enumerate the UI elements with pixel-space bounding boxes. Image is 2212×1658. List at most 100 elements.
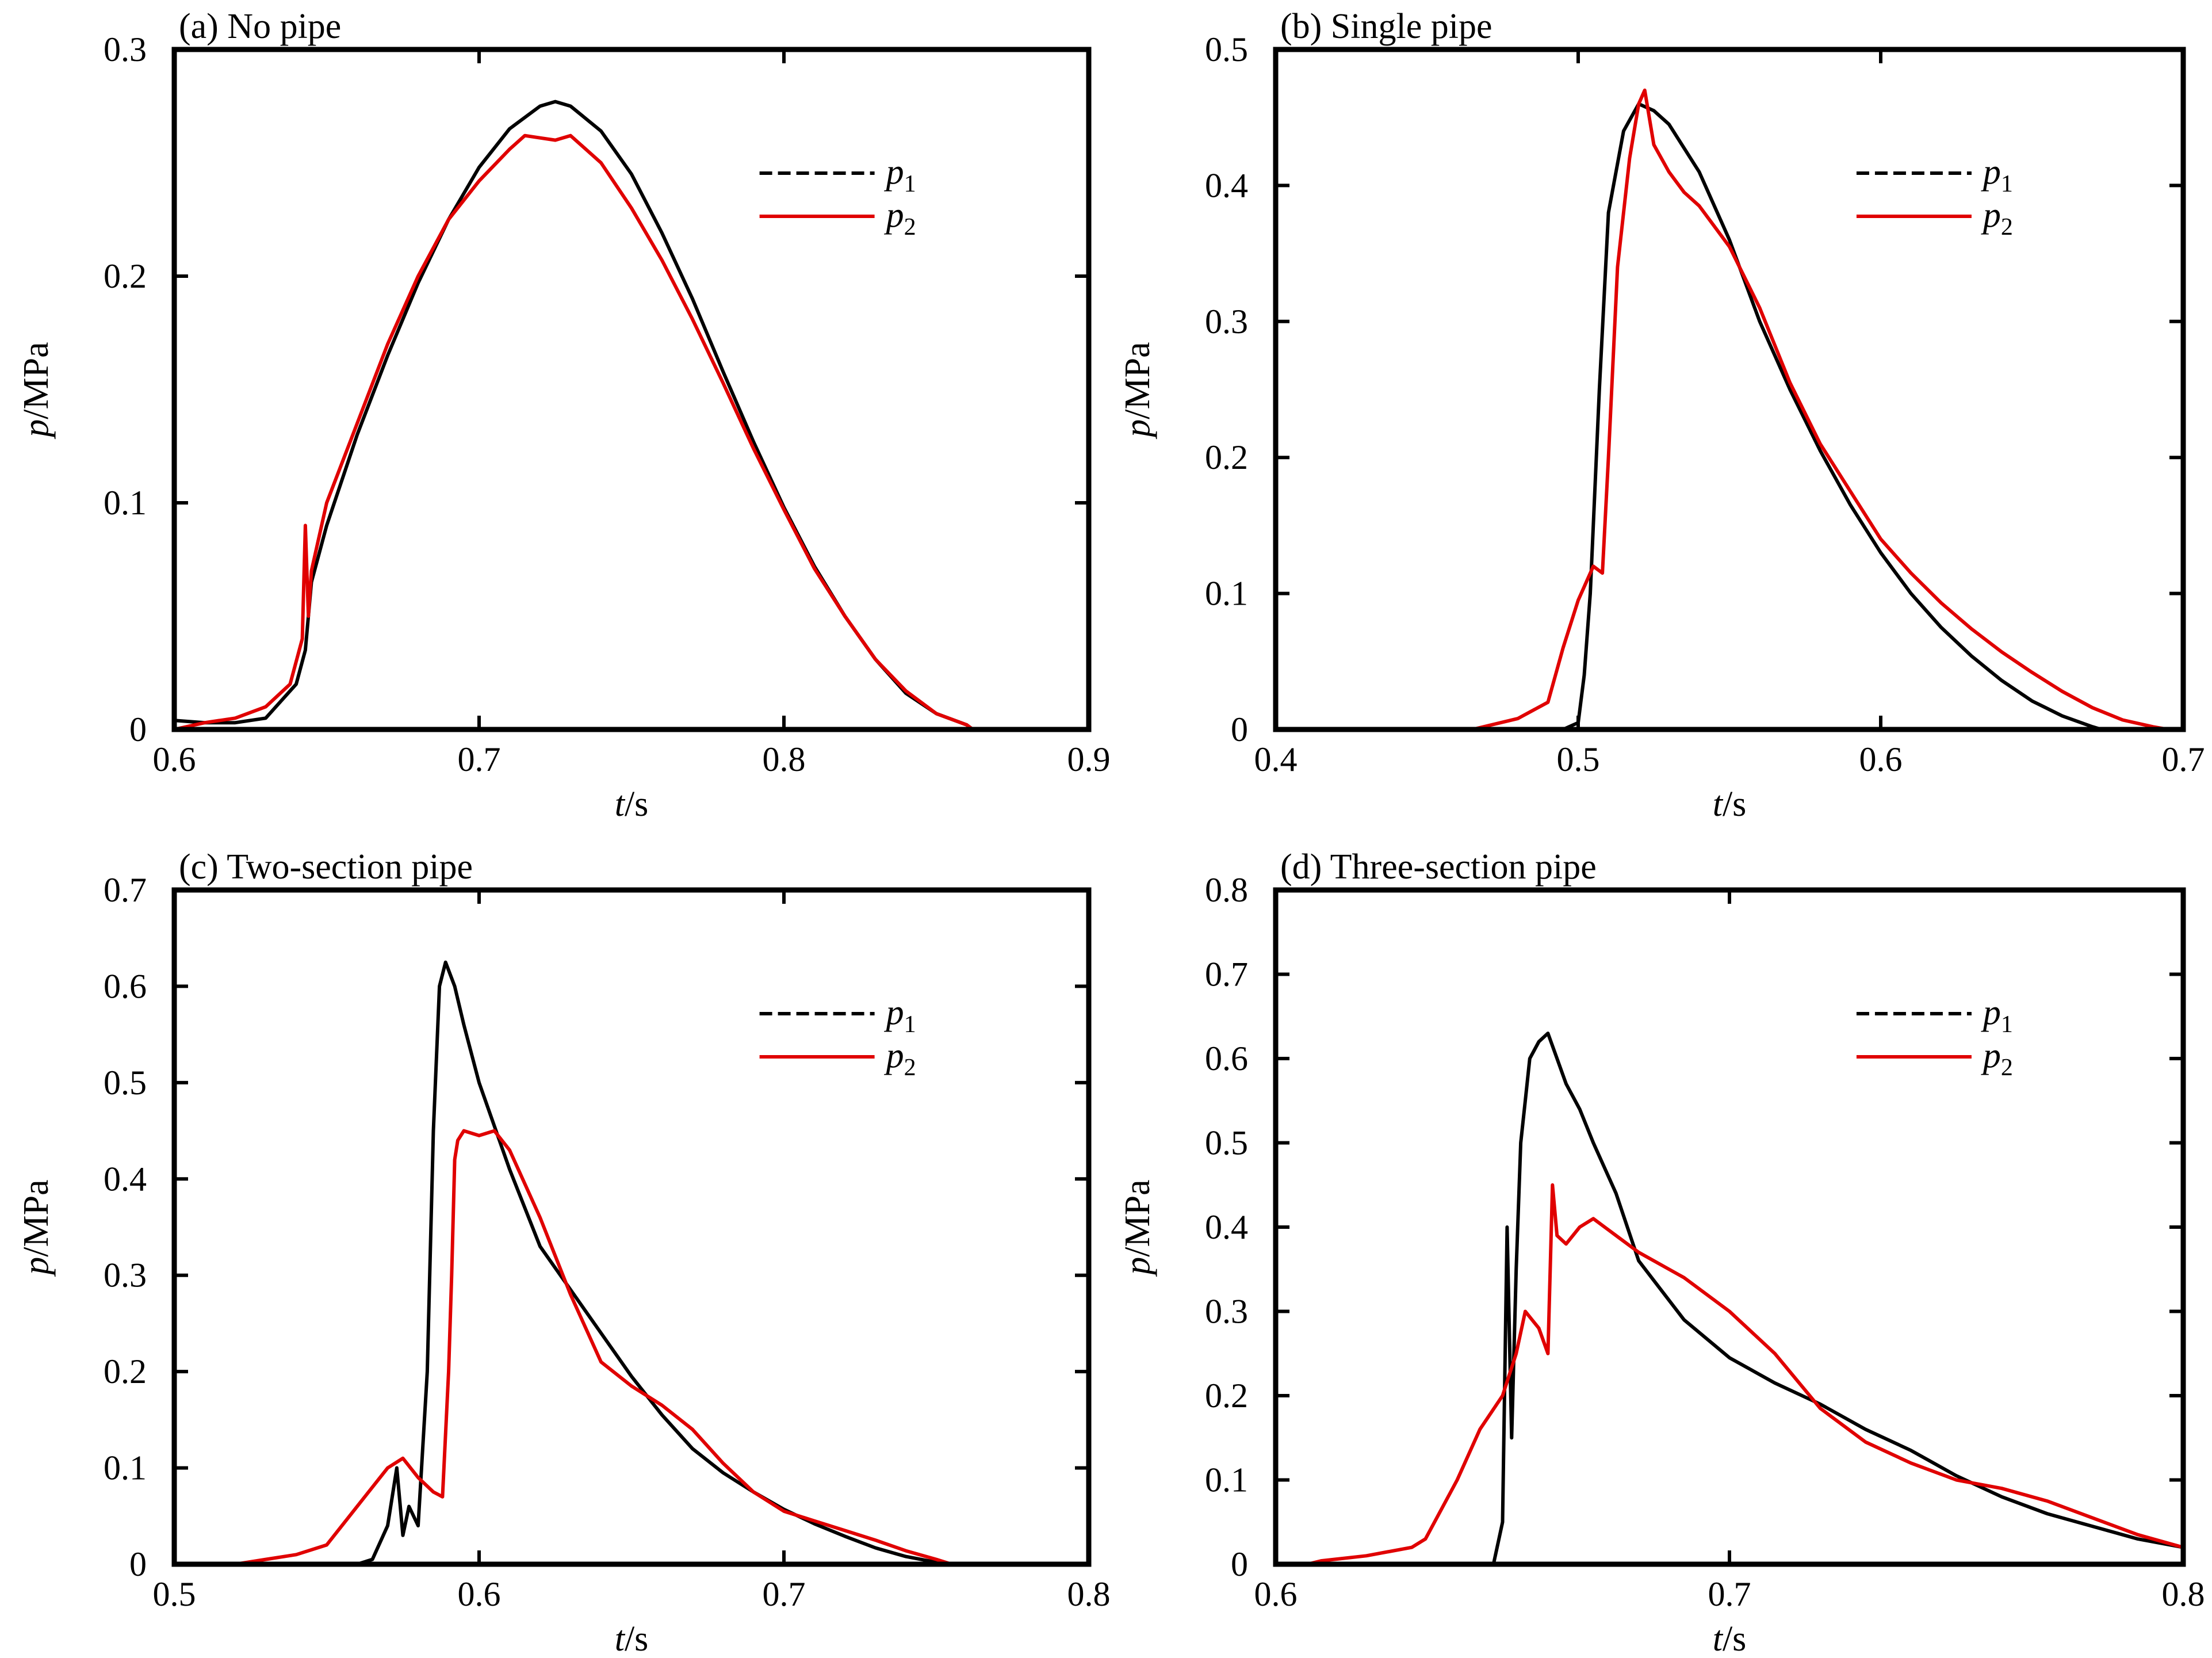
x-tick-label-c-3: 0.8 — [1067, 1575, 1111, 1613]
panel-d: (d) Three-section pipe 0.6 0.7 0.8 0 0.1 0.2 0.… — [1118, 847, 2205, 1658]
y-tick-label-c-7: 0.7 — [104, 871, 147, 909]
x-tick-label-a-3: 0.9 — [1067, 740, 1111, 778]
x-axis-label-d: t/s — [1713, 1619, 1747, 1658]
y-axis-var-a: p — [17, 419, 56, 440]
legend-sub-d-p2: 2 — [2001, 1055, 2013, 1081]
legend-name-a-p2: p — [884, 196, 904, 235]
legend-label-b-p2: p2 — [1981, 196, 2013, 240]
y-tick-label-a-3: 0.3 — [104, 30, 147, 68]
legend-label-a-p2: p2 — [884, 196, 916, 240]
y-tick-label-d-6: 0.6 — [1205, 1040, 1248, 1078]
y-tick-label-c-2: 0.2 — [104, 1353, 147, 1390]
y-tick-label-b-5: 0.5 — [1205, 30, 1248, 68]
y-tick-label-a-2: 0.2 — [104, 257, 147, 295]
legend-sub-d-p1: 1 — [2001, 1011, 2013, 1038]
x-axis-unit-a: /s — [625, 785, 648, 824]
y-tick-label-c-6: 0.6 — [104, 967, 147, 1005]
plot-frame-c — [171, 887, 1092, 1567]
series-line-d-p2 — [1307, 1183, 2183, 1564]
plot-frame-a — [171, 47, 1092, 732]
y-tick-label-c-3: 0.3 — [104, 1256, 147, 1294]
y-axis-var-b: p — [1118, 419, 1157, 440]
y-tick-label-d-8: 0.8 — [1205, 871, 1248, 909]
y-axis-label-a: p/MPa — [17, 342, 56, 439]
legend-name-d-p2: p — [1981, 1036, 2001, 1075]
y-tick-label-d-2: 0.2 — [1205, 1377, 1248, 1415]
legend-sub-c-p1: 1 — [904, 1011, 916, 1038]
legend-name-a-p1: p — [884, 152, 904, 192]
x-tick-label-a-1: 0.7 — [458, 740, 501, 778]
chart-title-c: (c) Two-section pipe — [179, 847, 473, 887]
y-tick-label-a-0: 0 — [129, 710, 147, 748]
x-axis-var-c: t — [615, 1619, 626, 1658]
y-tick-label-d-0: 0 — [1231, 1545, 1248, 1583]
y-axis-unit-d: /MPa — [1118, 1179, 1157, 1256]
series-line-b-p2 — [1472, 88, 2169, 729]
y-axis-label-b: p/MPa — [1118, 342, 1157, 439]
chart-title-a: (a) No pipe — [179, 7, 341, 46]
y-axis-var-d: p — [1118, 1257, 1157, 1277]
legend-label-d-p1: p1 — [1981, 993, 2013, 1038]
series-line-a-p2 — [174, 133, 974, 729]
x-tick-label-b-0: 0.4 — [1254, 740, 1298, 778]
legend-name-b-p1: p — [1981, 152, 2001, 192]
x-tick-label-a-0: 0.6 — [153, 740, 196, 778]
legend-label-a-p1: p1 — [884, 152, 916, 197]
series-line-d-p1 — [1491, 1032, 2183, 1564]
x-tick-label-d-1: 0.7 — [1708, 1575, 1751, 1613]
x-tick-label-b-2: 0.6 — [1859, 740, 1903, 778]
y-tick-label-a-1: 0.1 — [104, 484, 147, 522]
y-axis-unit-c: /MPa — [17, 1179, 56, 1256]
y-tick-label-c-5: 0.5 — [104, 1064, 147, 1102]
x-tick-label-c-0: 0.5 — [153, 1575, 196, 1613]
x-tick-label-c-1: 0.6 — [458, 1575, 501, 1613]
legend-label-d-p2: p2 — [1981, 1036, 2013, 1081]
y-tick-label-b-4: 0.4 — [1205, 166, 1248, 204]
y-tick-label-b-3: 0.3 — [1205, 303, 1248, 341]
y-tick-label-d-7: 0.7 — [1205, 956, 1248, 994]
y-tick-label-d-3: 0.3 — [1205, 1293, 1248, 1331]
y-tick-label-c-1: 0.1 — [104, 1449, 147, 1487]
x-axis-var-d: t — [1713, 1619, 1724, 1658]
y-tick-label-b-2: 0.2 — [1205, 438, 1248, 476]
legend-label-c-p2: p2 — [884, 1036, 916, 1081]
legend-sub-b-p1: 1 — [2001, 171, 2013, 197]
y-axis-var-c: p — [17, 1257, 56, 1277]
x-tick-label-b-1: 0.5 — [1557, 740, 1600, 778]
x-axis-var-a: t — [615, 785, 626, 824]
x-axis-unit-b: /s — [1723, 785, 1746, 824]
x-tick-label-b-3: 0.7 — [2162, 740, 2205, 778]
x-axis-unit-c: /s — [625, 1619, 648, 1658]
x-tick-label-a-2: 0.8 — [763, 740, 806, 778]
y-tick-label-d-1: 0.1 — [1205, 1461, 1248, 1499]
y-axis-unit-a: /MPa — [17, 342, 56, 419]
panel-b: (b) Single pipe 0.4 0.5 0.6 0.7 0 0.1 0.2 0.3 0.4… — [1118, 7, 2205, 824]
chart-title-b: (b) Single pipe — [1280, 7, 1492, 46]
legend-sub-a-p1: 1 — [904, 171, 916, 197]
x-axis-label-b: t/s — [1713, 785, 1747, 824]
series-line-a-p1 — [174, 100, 974, 729]
y-tick-label-d-4: 0.4 — [1205, 1208, 1248, 1246]
x-axis-unit-d: /s — [1723, 1619, 1746, 1658]
legend-name-d-p1: p — [1981, 993, 2001, 1032]
y-tick-label-b-1: 0.1 — [1205, 575, 1248, 613]
y-axis-label-d: p/MPa — [1118, 1179, 1157, 1277]
legend-label-c-p1: p1 — [884, 993, 916, 1038]
panel-a: (a) No pipe 0.6 0.7 0.8 0.9 0 0.1 0.2 0.3 t/s p/MP… — [17, 7, 1111, 824]
y-tick-label-c-0: 0 — [129, 1545, 147, 1583]
chart-title-d: (d) Three-section pipe — [1280, 847, 1597, 887]
legend-sub-a-p2: 2 — [904, 214, 916, 240]
legend-label-b-p1: p1 — [1981, 152, 2013, 197]
y-axis-label-c: p/MPa — [17, 1179, 56, 1277]
panel-c: (c) Two-section pipe 0.5 0.6 0.7 0.8 0 0.1 0.2 0… — [17, 847, 1111, 1658]
series-line-c-p1 — [357, 960, 952, 1564]
legend-name-b-p2: p — [1981, 196, 2001, 235]
series-line-b-p1 — [1562, 102, 2102, 729]
x-tick-label-c-2: 0.7 — [763, 1575, 806, 1613]
x-axis-label-a: t/s — [615, 785, 649, 824]
x-tick-label-d-0: 0.6 — [1254, 1575, 1298, 1613]
plot-frame-d — [1273, 887, 2186, 1567]
legend-name-c-p2: p — [884, 1036, 904, 1075]
x-axis-var-b: t — [1713, 785, 1724, 824]
x-axis-label-c: t/s — [615, 1619, 649, 1658]
